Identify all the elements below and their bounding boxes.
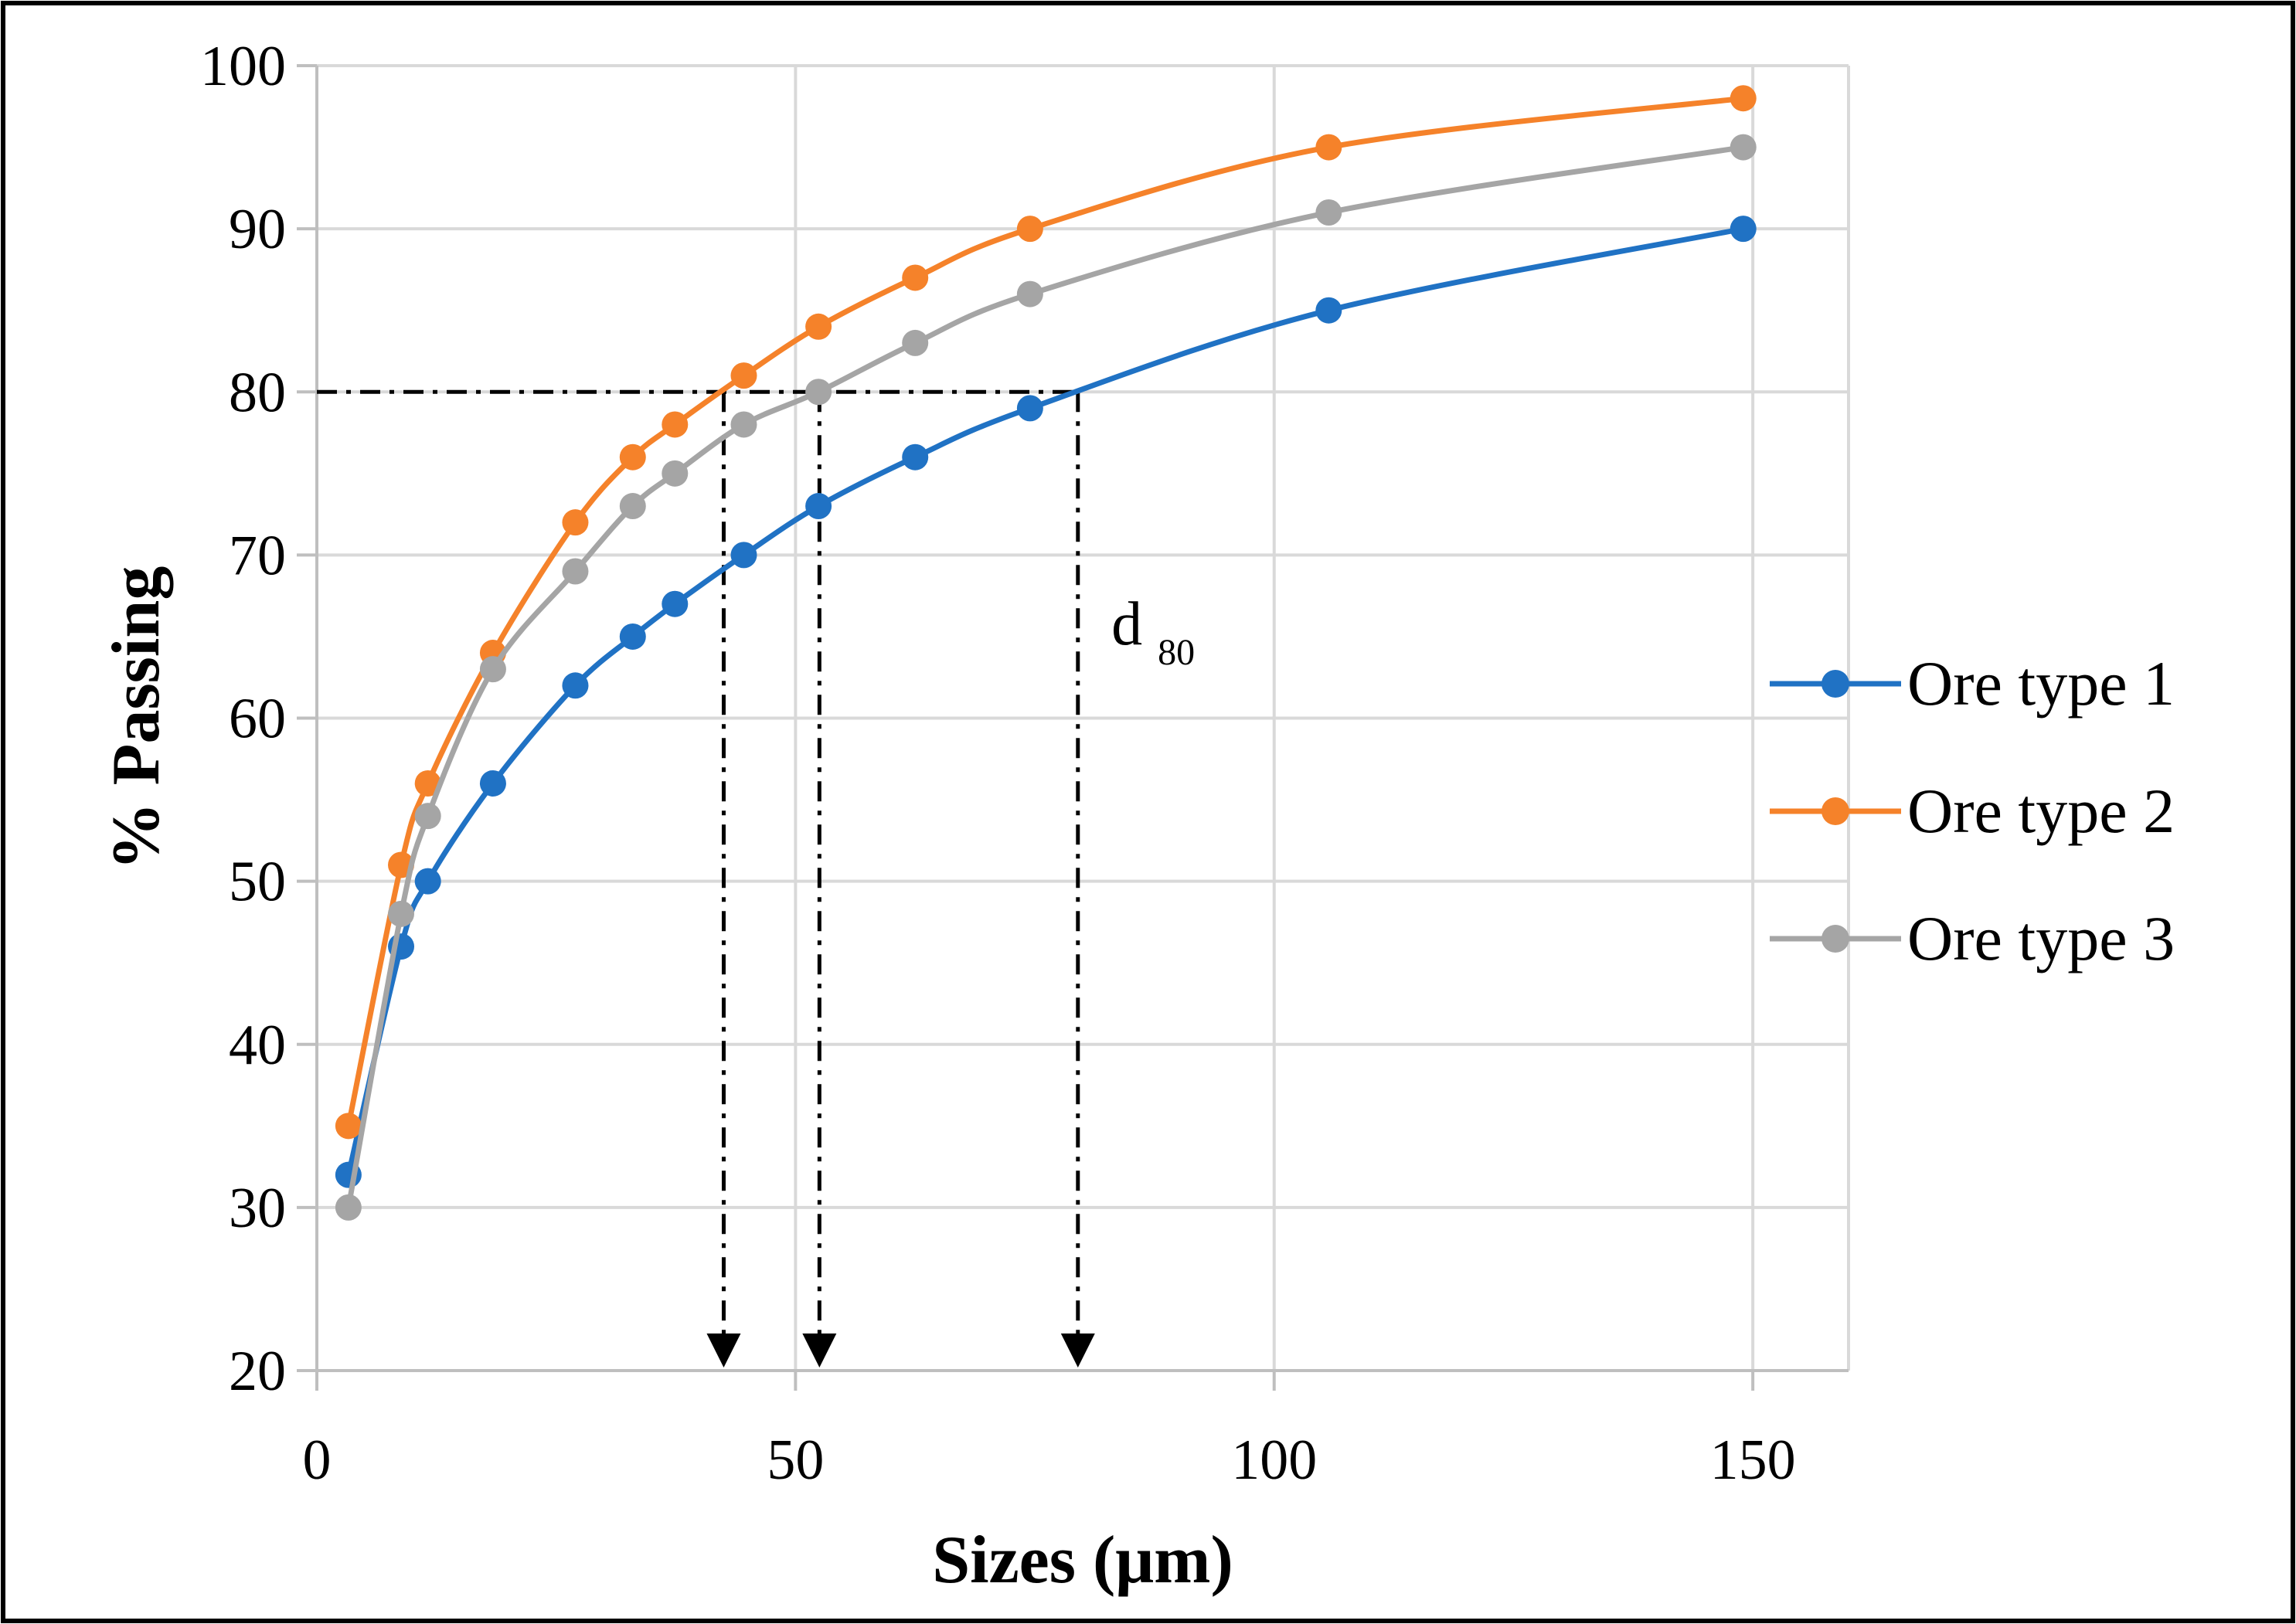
data-point-ore-type-1 <box>1315 297 1342 324</box>
y-tick-label-50: 50 <box>229 851 286 914</box>
data-point-ore-type-1 <box>1730 216 1757 243</box>
legend-item-ore-type-1: Ore type 1 <box>1770 648 2175 719</box>
d80-reference-lines <box>317 389 1095 1367</box>
series-ore-type-3 <box>335 134 1757 1221</box>
series-line-ore-type-3 <box>345 144 1744 1208</box>
x-axis-title: Sizes (μm) <box>932 1523 1233 1598</box>
data-point-ore-type-2 <box>562 509 589 536</box>
data-point-ore-type-1 <box>414 868 441 895</box>
x-tick-label-0: 0 <box>303 1429 332 1492</box>
y-tick-label-70: 70 <box>229 524 286 587</box>
data-point-ore-type-2 <box>902 264 929 291</box>
gridlines <box>317 64 1850 1371</box>
legend-label-ore-type-1: Ore type 1 <box>1907 648 2175 719</box>
legend-swatch-marker <box>1821 797 1849 825</box>
data-point-ore-type-1 <box>662 590 689 617</box>
d80-annotation-main: d <box>1111 590 1142 658</box>
data-point-ore-type-3 <box>902 329 929 356</box>
data-point-ore-type-3 <box>662 460 689 487</box>
legend-item-ore-type-2: Ore type 2 <box>1770 776 2175 846</box>
y-tick-label-90: 90 <box>229 198 286 261</box>
y-tick-label-80: 80 <box>229 361 286 424</box>
data-point-ore-type-3 <box>805 379 832 406</box>
data-point-ore-type-1 <box>479 770 506 797</box>
data-point-ore-type-1 <box>619 623 646 650</box>
data-point-ore-type-2 <box>619 443 646 471</box>
tick-labels: 20 30 40 50 60 70 80 90 100 0 50 100 150 <box>200 35 1796 1492</box>
series-group <box>335 85 1757 1221</box>
y-tick-label-30: 30 <box>229 1177 286 1240</box>
data-point-ore-type-1 <box>902 443 929 471</box>
data-point-ore-type-3 <box>388 900 415 927</box>
legend-swatch-marker <box>1821 925 1849 953</box>
data-point-ore-type-3 <box>1016 280 1043 307</box>
data-point-ore-type-2 <box>1315 134 1342 161</box>
y-axis-title: % Passing <box>99 566 174 871</box>
axes <box>297 64 1849 1391</box>
legend-item-ore-type-3: Ore type 3 <box>1770 903 2175 973</box>
d80-annotation-subscript: 80 <box>1158 632 1195 673</box>
d80-arrowhead-1 <box>706 1334 741 1367</box>
data-point-ore-type-3 <box>335 1194 362 1221</box>
data-point-ore-type-3 <box>619 493 646 520</box>
data-point-ore-type-3 <box>479 656 506 683</box>
series-ore-type-2 <box>335 85 1757 1140</box>
x-tick-label-150: 150 <box>1710 1429 1796 1492</box>
x-tick-label-50: 50 <box>767 1429 824 1492</box>
data-point-ore-type-1 <box>805 493 832 520</box>
legend-swatch-marker <box>1821 670 1849 698</box>
data-point-ore-type-2 <box>335 1113 362 1140</box>
x-tick-label-100: 100 <box>1231 1429 1317 1492</box>
data-point-ore-type-1 <box>1016 395 1043 422</box>
data-point-ore-type-3 <box>562 558 589 585</box>
data-point-ore-type-3 <box>1730 134 1757 161</box>
y-tick-label-60: 60 <box>229 688 286 751</box>
d80-arrowhead-2 <box>802 1334 837 1367</box>
y-tick-label-100: 100 <box>200 35 286 98</box>
data-point-ore-type-1 <box>730 542 757 569</box>
y-tick-label-20: 20 <box>229 1340 286 1403</box>
data-point-ore-type-1 <box>562 672 589 699</box>
data-point-ore-type-2 <box>1730 85 1757 112</box>
d80-annotation: d 80 <box>1111 590 1195 673</box>
data-point-ore-type-2 <box>662 411 689 438</box>
data-point-ore-type-2 <box>730 362 757 389</box>
legend-label-ore-type-3: Ore type 3 <box>1907 903 2175 973</box>
legend: Ore type 1 Ore type 2 Ore type 3 <box>1770 648 2175 973</box>
y-tick-label-40: 40 <box>229 1014 286 1077</box>
legend-label-ore-type-2: Ore type 2 <box>1907 776 2175 846</box>
data-point-ore-type-2 <box>414 770 441 797</box>
d80-arrowhead-3 <box>1060 1334 1095 1367</box>
data-point-ore-type-2 <box>1016 216 1043 243</box>
data-point-ore-type-2 <box>805 313 832 340</box>
data-point-ore-type-3 <box>1315 199 1342 226</box>
data-point-ore-type-3 <box>730 411 757 438</box>
data-point-ore-type-3 <box>414 803 441 830</box>
